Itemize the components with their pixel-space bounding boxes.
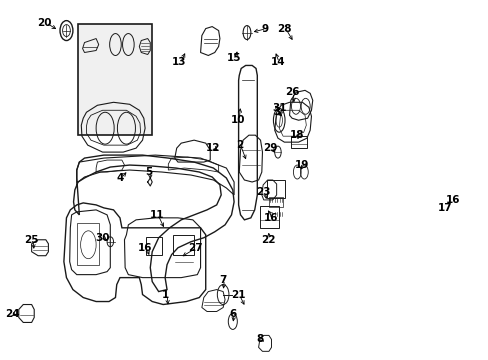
Text: 5: 5 bbox=[145, 167, 152, 177]
Text: 8: 8 bbox=[256, 334, 263, 345]
Bar bbox=[259, 206, 279, 228]
Text: 23: 23 bbox=[256, 187, 270, 197]
Text: 18: 18 bbox=[289, 130, 304, 140]
Bar bbox=[173, 235, 194, 255]
Text: 13: 13 bbox=[172, 58, 186, 67]
Text: 21: 21 bbox=[230, 289, 244, 300]
Text: 27: 27 bbox=[188, 243, 203, 253]
Text: 26: 26 bbox=[285, 87, 299, 97]
Text: 7: 7 bbox=[219, 275, 226, 285]
Bar bbox=[290, 136, 306, 148]
Bar bbox=[78, 24, 152, 135]
Bar bbox=[145, 237, 162, 255]
Text: 15: 15 bbox=[226, 54, 241, 63]
Text: 16: 16 bbox=[445, 195, 460, 205]
Text: 1: 1 bbox=[162, 289, 169, 300]
Text: 22: 22 bbox=[261, 235, 275, 245]
Text: 6: 6 bbox=[229, 310, 236, 319]
Text: 9: 9 bbox=[261, 24, 268, 33]
Text: 30: 30 bbox=[95, 233, 110, 243]
Text: 29: 29 bbox=[263, 143, 277, 153]
Text: 17: 17 bbox=[437, 203, 452, 213]
Text: 28: 28 bbox=[277, 24, 291, 33]
Bar bbox=[268, 197, 283, 207]
Text: 12: 12 bbox=[206, 143, 220, 153]
Text: 31: 31 bbox=[271, 103, 286, 113]
Text: 2: 2 bbox=[235, 140, 243, 150]
Bar bbox=[77, 223, 99, 265]
Text: 19: 19 bbox=[295, 160, 309, 170]
Text: 14: 14 bbox=[270, 58, 285, 67]
Text: 16: 16 bbox=[264, 213, 278, 223]
Bar bbox=[266, 180, 285, 198]
Text: 11: 11 bbox=[149, 210, 163, 220]
Text: 25: 25 bbox=[24, 235, 39, 245]
Text: 24: 24 bbox=[5, 310, 20, 319]
Text: 10: 10 bbox=[230, 115, 244, 125]
Text: 4: 4 bbox=[116, 173, 123, 183]
Text: 3: 3 bbox=[272, 107, 280, 117]
Text: 16: 16 bbox=[138, 243, 152, 253]
Text: 20: 20 bbox=[37, 18, 52, 28]
